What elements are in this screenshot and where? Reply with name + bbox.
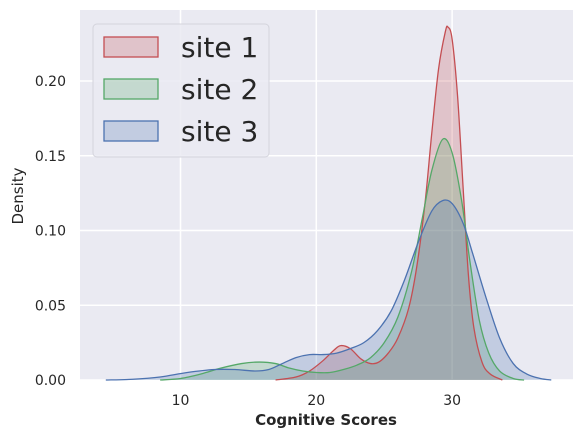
x-tick-label: 30	[443, 393, 461, 409]
line-site-1	[275, 25, 503, 381]
y-tick-label: 0.00	[35, 373, 66, 389]
legend-swatch-site-2	[103, 78, 159, 100]
y-tick-label: 0.10	[35, 224, 66, 240]
y-tick-labels: 0.00 0.05 0.10 0.15 0.20	[35, 74, 66, 389]
y-tick-label: 0.05	[35, 298, 66, 314]
x-tick-label: 10	[172, 393, 190, 409]
legend-label-site-1: site 1	[181, 31, 258, 64]
y-axis-label: Density	[9, 167, 27, 224]
area-site-2	[160, 138, 525, 380]
area-site-3	[105, 199, 552, 380]
y-tick-label: 0.20	[35, 74, 66, 90]
legend-label-site-3: site 3	[181, 115, 258, 148]
legend-swatch-site-1	[103, 36, 159, 58]
density-areas	[105, 26, 552, 380]
x-tick-label: 20	[307, 393, 325, 409]
line-site-3	[105, 199, 552, 381]
legend-label-site-2: site 2	[181, 73, 258, 106]
x-tick-labels: 10 20 30	[172, 393, 461, 409]
area-site-1	[275, 26, 503, 380]
x-axis-label: Cognitive Scores	[255, 411, 397, 429]
legend-swatch-site-3	[103, 120, 159, 142]
y-tick-label: 0.15	[35, 149, 66, 165]
legend: site 1 site 2 site 3	[92, 23, 270, 158]
density-lines	[105, 25, 552, 381]
line-site-2	[160, 137, 525, 381]
